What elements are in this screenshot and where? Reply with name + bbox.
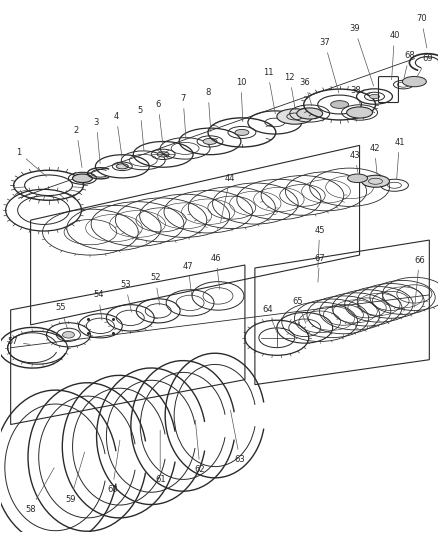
Text: 53: 53 [120, 280, 131, 312]
Text: 7: 7 [180, 94, 185, 139]
Text: 64: 64 [262, 305, 276, 332]
Text: 4: 4 [113, 112, 122, 157]
Ellipse shape [234, 130, 248, 135]
Text: 41: 41 [393, 138, 404, 180]
Text: 43: 43 [349, 151, 359, 173]
Text: 2: 2 [74, 126, 82, 167]
Text: 70: 70 [415, 14, 426, 48]
Text: 40: 40 [389, 31, 399, 80]
Text: 8: 8 [205, 88, 210, 132]
Ellipse shape [72, 174, 92, 183]
Text: 12: 12 [284, 73, 295, 110]
Text: 45: 45 [314, 225, 324, 267]
Text: 46: 46 [210, 254, 221, 289]
Ellipse shape [402, 76, 425, 87]
Ellipse shape [62, 332, 74, 338]
Ellipse shape [361, 175, 389, 187]
Ellipse shape [203, 139, 216, 144]
Text: 58: 58 [25, 468, 54, 514]
Text: 3: 3 [93, 118, 100, 164]
Text: 67: 67 [314, 254, 324, 282]
Text: 11: 11 [262, 68, 275, 114]
Text: 60: 60 [107, 440, 120, 494]
Ellipse shape [157, 152, 169, 157]
Ellipse shape [330, 101, 348, 108]
Text: 61: 61 [155, 430, 165, 484]
Text: 39: 39 [349, 25, 373, 86]
Ellipse shape [346, 107, 372, 118]
Text: 10: 10 [235, 78, 246, 122]
Text: 47: 47 [182, 262, 193, 296]
Ellipse shape [347, 174, 367, 183]
Ellipse shape [369, 94, 378, 99]
Text: 36: 36 [299, 78, 311, 106]
Text: 59: 59 [65, 452, 85, 504]
Text: 55: 55 [55, 303, 67, 329]
Text: 57: 57 [7, 337, 30, 346]
Text: 38: 38 [350, 86, 360, 106]
Text: 63: 63 [230, 410, 245, 464]
Text: 37: 37 [318, 38, 338, 93]
Text: 5: 5 [138, 106, 144, 151]
Text: 62: 62 [194, 421, 205, 474]
Text: 52: 52 [150, 273, 160, 305]
Text: 6: 6 [155, 100, 162, 144]
Ellipse shape [116, 164, 128, 169]
Text: 1: 1 [16, 148, 46, 176]
Text: 68: 68 [403, 51, 414, 78]
Text: 65: 65 [292, 297, 305, 323]
Text: 69: 69 [416, 54, 432, 77]
Text: 42: 42 [368, 144, 379, 175]
Text: 66: 66 [413, 255, 424, 307]
Text: 54: 54 [93, 290, 103, 320]
Ellipse shape [296, 108, 322, 119]
Text: 44: 44 [220, 174, 235, 222]
Ellipse shape [276, 109, 312, 124]
